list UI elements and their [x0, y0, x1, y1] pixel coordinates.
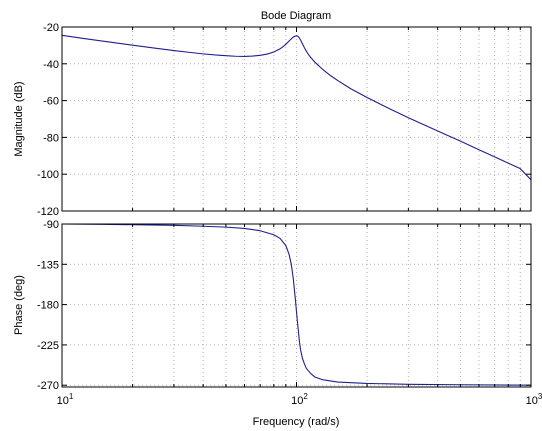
phase-y-tick-label: -225: [37, 340, 59, 352]
magnitude-grid: [62, 27, 531, 211]
magnitude-series-line: [61, 34, 532, 181]
phase-y-tick-label: -90: [43, 219, 59, 231]
magnitude-y-tick-label: -100: [37, 169, 59, 181]
magnitude-series: [61, 34, 532, 181]
magnitude-axes-box: [61, 26, 532, 212]
magnitude-y-tick-label: -120: [37, 206, 59, 218]
magnitude-y-tick-label: -20: [43, 22, 59, 34]
magnitude-y-tick-label: -80: [43, 132, 59, 144]
x-tick-label: 103: [526, 392, 542, 407]
magnitude-y-tick-label: -40: [43, 59, 59, 71]
phase-y-ticks: -90 -135 -180 -225 -270: [37, 219, 532, 392]
magnitude-y-tick-label: -60: [43, 96, 59, 108]
phase-series-line: [61, 223, 532, 386]
phase-y-tick-label: -135: [37, 259, 59, 271]
phase-panel: -90 -135 -180 -225 -270 Phase (deg): [13, 219, 532, 392]
chart-title: Bode Diagram: [261, 10, 331, 22]
x-axis-label: Frequency (rad/s): [253, 416, 340, 428]
x-tick-label: 101: [57, 392, 74, 407]
x-tick-label: 102: [291, 392, 308, 407]
phase-y-tick-label: -180: [37, 300, 59, 312]
magnitude-ylabel: Magnitude (dB): [13, 81, 25, 156]
phase-y-tick-label: -270: [37, 380, 59, 392]
magnitude-panel: -20 -40 -60 -80 -100 -120 Magnitude (dB): [13, 22, 532, 218]
phase-ylabel: Phase (deg): [13, 275, 25, 335]
phase-series: [61, 223, 532, 386]
x-tick-labels: 101 102 103: [57, 392, 542, 407]
phase-axes-box: [61, 223, 532, 388]
